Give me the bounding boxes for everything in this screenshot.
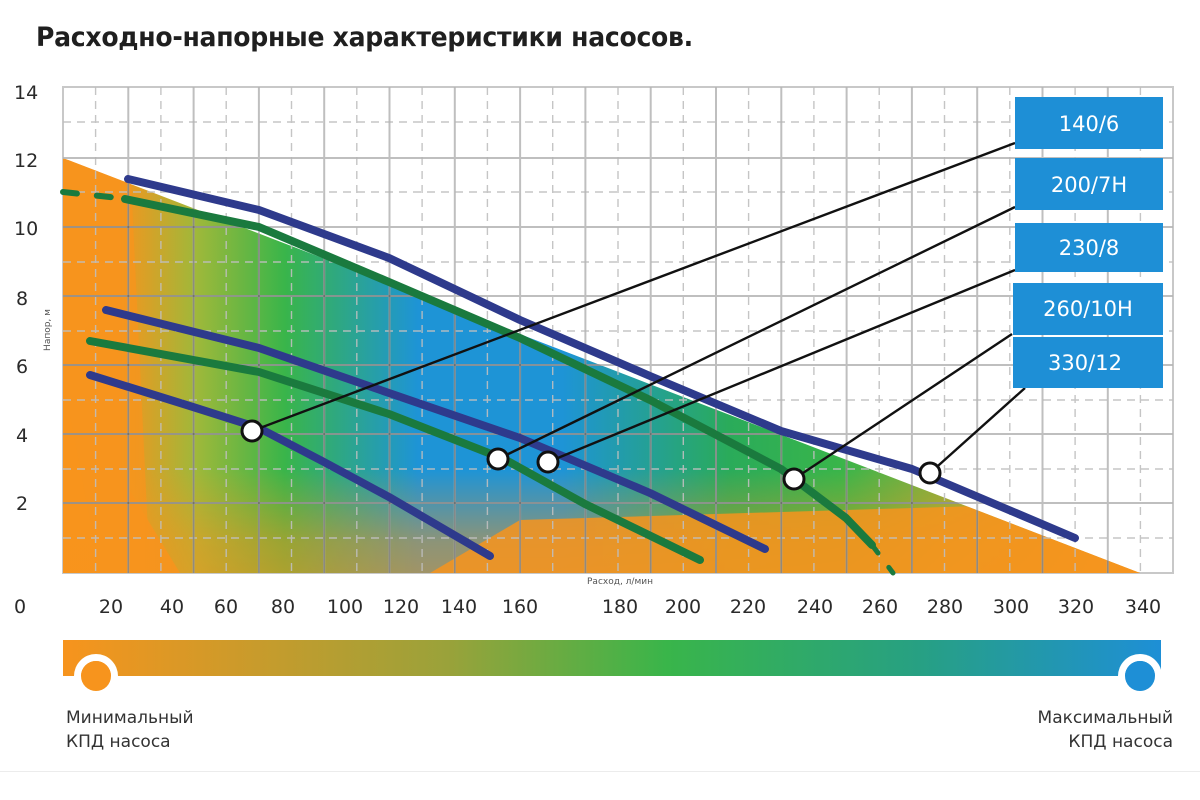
svg-text:2: 2 [16, 493, 28, 515]
label-box-230-8[interactable]: 230/8 [1015, 223, 1163, 272]
marker-260-10h[interactable] [782, 467, 806, 491]
marker-200-7h[interactable] [486, 447, 510, 471]
svg-text:240: 240 [797, 596, 833, 618]
svg-text:60: 60 [214, 596, 238, 618]
pump-label-boxes: 140/6 200/7H 230/8 260/10H 330/12 [1013, 97, 1163, 388]
curve-260-10h-dashed-end [869, 542, 896, 576]
pump-curves [60, 175, 1079, 576]
marker-140-6[interactable] [240, 419, 264, 443]
label-200-7h: 200/7H [1051, 173, 1127, 197]
svg-text:280: 280 [927, 596, 963, 618]
label-330-12: 330/12 [1048, 351, 1122, 375]
marker-330-12[interactable] [918, 461, 942, 485]
svg-text:6: 6 [16, 356, 28, 378]
label-box-260-10h[interactable]: 260/10H [1013, 283, 1163, 335]
svg-text:220: 220 [730, 596, 766, 618]
label-box-140-6[interactable]: 140/6 [1015, 97, 1163, 149]
svg-text:0: 0 [14, 596, 26, 618]
curve-140-6 [86, 371, 494, 560]
svg-text:40: 40 [160, 596, 184, 618]
curve-230-8 [102, 306, 769, 553]
y-axis-label: Напор, м [43, 309, 53, 351]
leader-lines [251, 141, 1026, 480]
label-box-330-12[interactable]: 330/12 [1013, 337, 1163, 388]
svg-text:320: 320 [1058, 596, 1094, 618]
label-140-6: 140/6 [1059, 112, 1120, 136]
svg-text:160: 160 [502, 596, 538, 618]
y-axis-ticks: 14 12 10 8 6 4 2 [14, 82, 38, 515]
label-260-10h: 260/10H [1043, 297, 1133, 321]
svg-text:120: 120 [383, 596, 419, 618]
marker-230-8[interactable] [536, 450, 560, 474]
curve-260-10h-dashed-start [60, 189, 131, 202]
svg-text:180: 180 [602, 596, 638, 618]
legend-min-efficiency: Минимальный КПД насоса [66, 708, 194, 752]
label-230-8: 230/8 [1059, 236, 1120, 260]
operating-point-markers [240, 419, 942, 491]
svg-text:140: 140 [441, 596, 477, 618]
efficiency-legend-bar [63, 640, 1162, 700]
curve-260-10h [121, 195, 876, 549]
svg-text:12: 12 [14, 150, 38, 172]
legend-max-efficiency: Максимальный КПД насоса [1037, 708, 1173, 752]
svg-text:300: 300 [993, 596, 1029, 618]
bottom-divider [0, 771, 1200, 772]
svg-text:14: 14 [14, 82, 38, 104]
grid-major [63, 87, 1173, 573]
label-box-200-7h[interactable]: 200/7H [1015, 158, 1163, 210]
x-axis-ticks: 0 20 40 60 80 100 120 140 160 180 200 22… [14, 596, 1161, 618]
chart-title: Расходно-напорные характеристики насосов… [36, 22, 693, 53]
svg-text:80: 80 [271, 596, 295, 618]
x-axis-label: Расход, л/мин [587, 577, 653, 587]
svg-text:10: 10 [14, 218, 38, 240]
svg-text:340: 340 [1125, 596, 1161, 618]
svg-text:200: 200 [665, 596, 701, 618]
svg-text:8: 8 [16, 288, 28, 310]
svg-text:100: 100 [327, 596, 363, 618]
svg-text:260: 260 [862, 596, 898, 618]
curve-330-12 [124, 175, 1079, 542]
curve-200-7h [86, 337, 704, 564]
svg-text:20: 20 [99, 596, 123, 618]
svg-text:4: 4 [16, 425, 28, 447]
